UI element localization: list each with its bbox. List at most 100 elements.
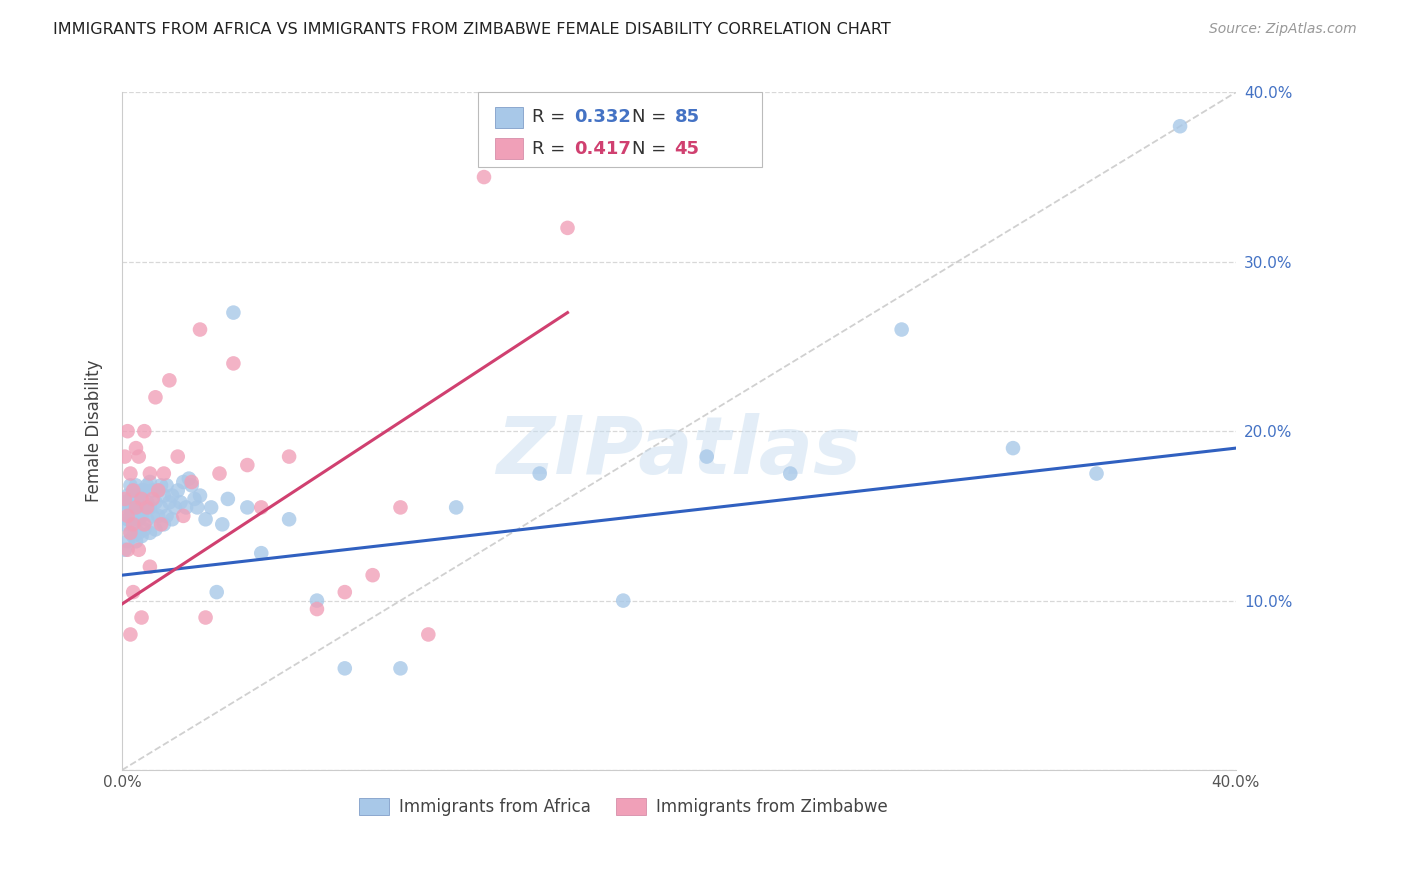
Point xyxy=(117,500,139,515)
Point xyxy=(120,478,142,492)
Point xyxy=(236,458,259,472)
Text: N =: N = xyxy=(633,140,672,158)
FancyBboxPatch shape xyxy=(495,106,523,128)
Point xyxy=(166,483,188,498)
Point xyxy=(120,467,142,481)
FancyBboxPatch shape xyxy=(478,93,762,167)
Text: R =: R = xyxy=(531,109,571,127)
Point xyxy=(186,500,208,515)
Point xyxy=(250,546,273,560)
Text: R =: R = xyxy=(531,140,571,158)
Point xyxy=(305,593,328,607)
Point xyxy=(148,483,170,498)
Legend: Immigrants from Africa, Immigrants from Zimbabwe: Immigrants from Africa, Immigrants from … xyxy=(353,791,894,822)
Point xyxy=(139,559,162,574)
Point xyxy=(222,356,245,370)
Point xyxy=(142,508,165,523)
Point xyxy=(117,508,139,523)
Point xyxy=(128,525,150,540)
Point xyxy=(150,517,173,532)
Point xyxy=(134,523,156,537)
Point xyxy=(172,508,194,523)
Point xyxy=(131,508,153,523)
Point xyxy=(134,500,156,515)
Point xyxy=(211,517,233,532)
Point xyxy=(120,525,142,540)
Point xyxy=(696,450,718,464)
Point xyxy=(557,220,579,235)
Point xyxy=(122,585,145,599)
Point xyxy=(128,512,150,526)
Point xyxy=(131,483,153,498)
Point xyxy=(128,542,150,557)
Y-axis label: Female Disability: Female Disability xyxy=(86,360,103,502)
Point xyxy=(134,517,156,532)
Point xyxy=(278,450,301,464)
Point xyxy=(122,517,145,532)
Point xyxy=(250,500,273,515)
Point xyxy=(128,489,150,503)
Point xyxy=(180,475,202,489)
Point xyxy=(166,450,188,464)
Point xyxy=(155,508,177,523)
Point xyxy=(155,478,177,492)
Point xyxy=(145,390,167,404)
Point xyxy=(120,627,142,641)
Point xyxy=(236,500,259,515)
Point xyxy=(122,495,145,509)
Point xyxy=(188,322,211,336)
Point xyxy=(160,489,183,503)
Point xyxy=(1085,467,1108,481)
Point xyxy=(180,478,202,492)
Point xyxy=(134,424,156,438)
Point xyxy=(131,500,153,515)
Point xyxy=(125,534,148,549)
Point xyxy=(136,495,159,509)
Point xyxy=(1168,120,1191,134)
Point xyxy=(122,512,145,526)
Point xyxy=(183,491,205,506)
Point xyxy=(150,500,173,515)
Point xyxy=(472,170,495,185)
Point xyxy=(114,495,136,509)
Text: ZIPatlas: ZIPatlas xyxy=(496,412,862,491)
Point xyxy=(194,512,217,526)
Point xyxy=(148,508,170,523)
Point xyxy=(120,500,142,515)
Point xyxy=(194,610,217,624)
Point xyxy=(125,500,148,515)
Point xyxy=(125,508,148,523)
Point xyxy=(174,500,197,515)
Point xyxy=(125,491,148,506)
Point xyxy=(529,467,551,481)
Point xyxy=(114,450,136,464)
Point xyxy=(145,495,167,509)
Point xyxy=(114,517,136,532)
Point xyxy=(278,512,301,526)
FancyBboxPatch shape xyxy=(495,137,523,160)
Point xyxy=(128,506,150,520)
Point xyxy=(142,483,165,498)
Text: 0.417: 0.417 xyxy=(574,140,631,158)
Point xyxy=(131,491,153,506)
Point xyxy=(157,373,180,387)
Point xyxy=(305,602,328,616)
Point xyxy=(122,529,145,543)
Point xyxy=(117,542,139,557)
Point xyxy=(139,525,162,540)
Point xyxy=(139,500,162,515)
Point xyxy=(120,508,142,523)
Point xyxy=(1001,441,1024,455)
Point xyxy=(131,610,153,624)
Point xyxy=(125,500,148,515)
Text: Source: ZipAtlas.com: Source: ZipAtlas.com xyxy=(1209,22,1357,37)
Point xyxy=(169,495,191,509)
Point xyxy=(139,475,162,489)
Point xyxy=(139,467,162,481)
Point xyxy=(117,512,139,526)
Point xyxy=(222,305,245,319)
Point xyxy=(125,478,148,492)
Point xyxy=(122,483,145,498)
Point xyxy=(142,491,165,506)
Point xyxy=(172,475,194,489)
